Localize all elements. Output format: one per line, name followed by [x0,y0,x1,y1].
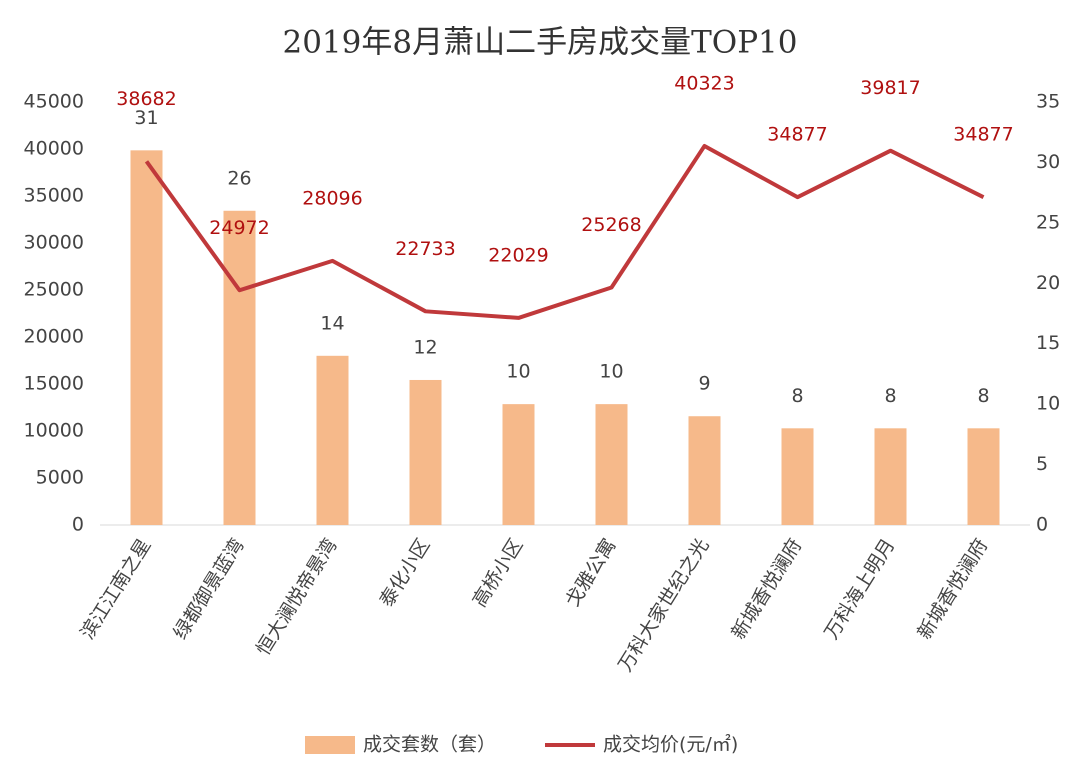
bar-value-label: 26 [227,167,251,189]
y-tick-label: 30000 [24,232,84,254]
y-tick-label: 0 [72,514,84,536]
bar [409,379,442,525]
bar [130,150,163,526]
y2-tick-label: 15 [1036,332,1060,354]
line-value-label: 34877 [767,124,827,146]
y-tick-label: 5000 [36,467,84,489]
y-tick-label: 20000 [24,326,84,348]
bar-value-label: 9 [698,373,710,395]
bar [967,428,1000,525]
bar-value-label: 31 [134,107,158,129]
line-value-label: 22733 [395,238,455,260]
line-value-label: 39817 [860,77,920,99]
line-value-label: 24972 [209,217,269,239]
line-value-label: 25268 [581,214,641,236]
line-value-label: 34877 [953,124,1013,146]
bar [316,355,349,525]
line-value-label: 22029 [488,244,548,266]
bar [688,416,721,525]
y2-tick-label: 20 [1036,272,1060,294]
y-tick-label: 25000 [24,279,84,301]
y-tick-label: 10000 [24,420,84,442]
bar [595,404,628,525]
bar-value-label: 8 [791,385,803,407]
line-value-label: 28096 [302,187,362,209]
y2-tick-label: 25 [1036,211,1060,233]
legend-label: 成交均价(元/㎡) [603,733,738,756]
y2-tick-label: 35 [1036,91,1060,113]
line [144,143,985,320]
y-tick-label: 15000 [24,373,84,395]
legend-label: 成交套数（套） [363,734,496,756]
bar [223,210,256,525]
y-tick-label: 45000 [24,91,84,113]
y2-tick-label: 0 [1036,514,1048,536]
y2-tick-label: 10 [1036,393,1060,415]
bar-value-label: 8 [977,385,989,407]
y-tick-label: 40000 [24,138,84,160]
bar-value-label: 8 [884,385,896,407]
bar-value-label: 12 [413,336,437,358]
chart-title: 2019年8月萧山二手房成交量TOP10 [282,25,797,61]
y2-tick-label: 30 [1036,151,1060,173]
y-tick-label: 35000 [24,185,84,207]
line-value-label: 40323 [674,72,734,94]
legend-swatch [305,736,355,754]
y2-tick-label: 5 [1036,453,1048,475]
bar-value-label: 10 [599,361,623,383]
bar-value-label: 14 [320,312,344,334]
line-value-label: 38682 [116,88,176,110]
bar-value-label: 10 [506,361,530,383]
bar [502,404,535,525]
bar [874,428,907,525]
bar [781,428,814,525]
